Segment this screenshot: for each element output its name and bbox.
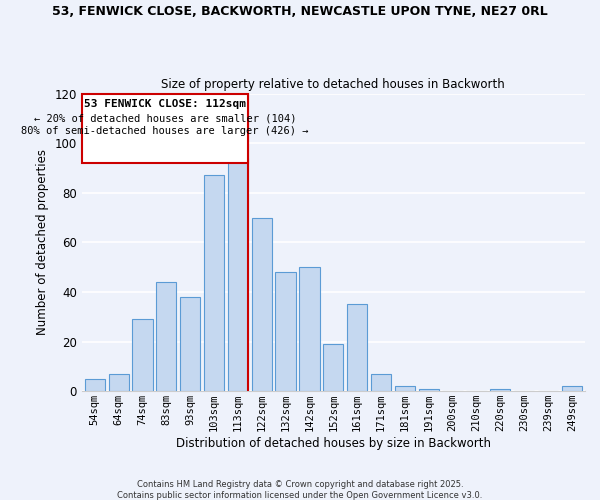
Bar	[251, 218, 272, 391]
Bar	[347, 304, 367, 391]
Bar	[562, 386, 582, 391]
Bar	[228, 158, 248, 391]
Bar	[371, 374, 391, 391]
FancyBboxPatch shape	[82, 94, 248, 163]
Title: Size of property relative to detached houses in Backworth: Size of property relative to detached ho…	[161, 78, 505, 91]
Bar	[109, 374, 129, 391]
Bar	[85, 379, 105, 391]
Text: 53, FENWICK CLOSE, BACKWORTH, NEWCASTLE UPON TYNE, NE27 0RL: 53, FENWICK CLOSE, BACKWORTH, NEWCASTLE …	[52, 5, 548, 18]
Text: Contains HM Land Registry data © Crown copyright and database right 2025.: Contains HM Land Registry data © Crown c…	[137, 480, 463, 489]
Text: Contains public sector information licensed under the Open Government Licence v3: Contains public sector information licen…	[118, 491, 482, 500]
Bar	[133, 319, 152, 391]
Bar	[490, 388, 511, 391]
Bar	[156, 282, 176, 391]
Text: 80% of semi-detached houses are larger (426) →: 80% of semi-detached houses are larger (…	[22, 126, 309, 136]
Bar	[204, 176, 224, 391]
Bar	[323, 344, 343, 391]
X-axis label: Distribution of detached houses by size in Backworth: Distribution of detached houses by size …	[176, 437, 491, 450]
Bar	[395, 386, 415, 391]
Text: 53 FENWICK CLOSE: 112sqm: 53 FENWICK CLOSE: 112sqm	[84, 98, 246, 108]
Bar	[299, 267, 320, 391]
Bar	[275, 272, 296, 391]
Bar	[419, 388, 439, 391]
Bar	[180, 297, 200, 391]
Text: ← 20% of detached houses are smaller (104): ← 20% of detached houses are smaller (10…	[34, 114, 296, 124]
Y-axis label: Number of detached properties: Number of detached properties	[36, 150, 49, 336]
